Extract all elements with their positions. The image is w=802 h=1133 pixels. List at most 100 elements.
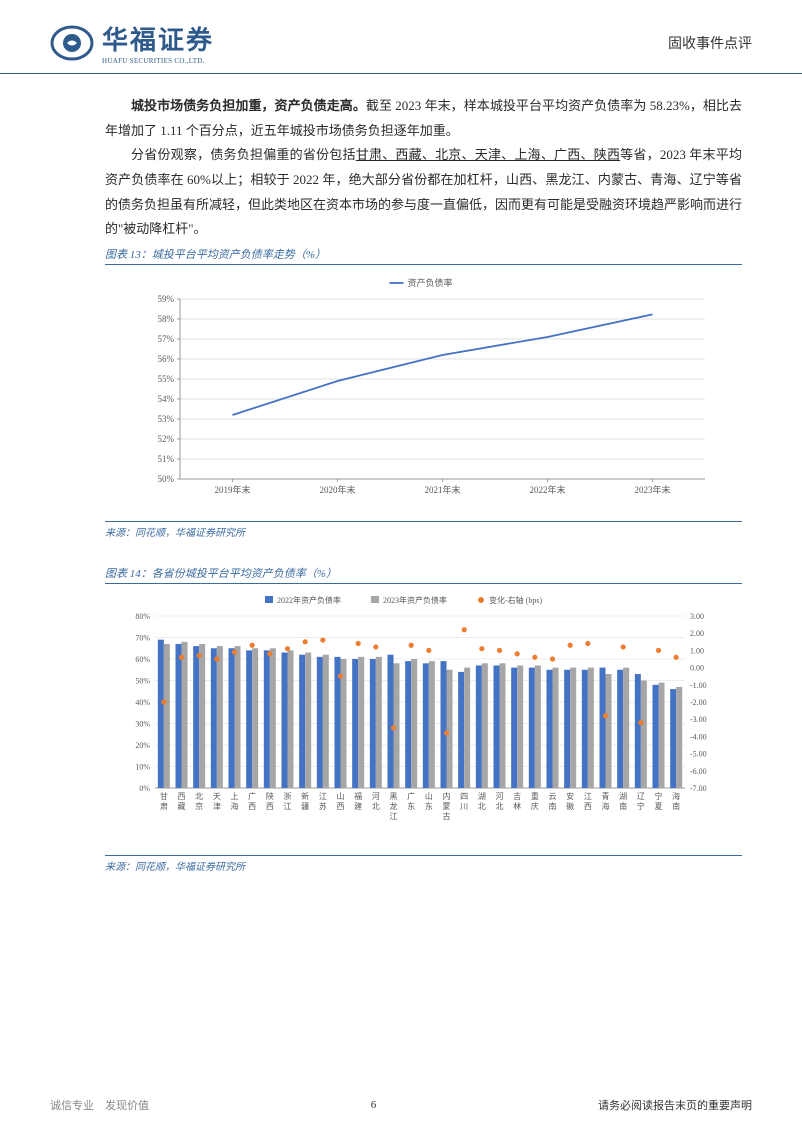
svg-text:北: 北 bbox=[496, 802, 504, 811]
svg-text:广: 广 bbox=[407, 791, 415, 801]
chart13-source: 来源：同花顺，华福证券研究所 bbox=[105, 521, 742, 539]
svg-text:疆: 疆 bbox=[301, 802, 309, 811]
svg-text:2.00: 2.00 bbox=[690, 629, 704, 638]
svg-text:蒙: 蒙 bbox=[443, 801, 451, 811]
svg-text:56%: 56% bbox=[158, 354, 175, 364]
svg-text:2019年末: 2019年末 bbox=[214, 484, 250, 495]
svg-text:南: 南 bbox=[672, 801, 680, 811]
svg-text:南: 南 bbox=[619, 801, 627, 811]
header: 华福证券 HUAFU SECURITIES CO.,LTD. 固收事件点评 bbox=[0, 0, 802, 74]
logo-block: 华福证券 HUAFU SECURITIES CO.,LTD. bbox=[50, 20, 214, 65]
chart13-container: 50%51%52%53%54%55%56%57%58%59%2019年末2020… bbox=[105, 269, 742, 509]
svg-text:林: 林 bbox=[513, 801, 521, 811]
svg-text:肃: 肃 bbox=[160, 801, 168, 811]
svg-text:3.00: 3.00 bbox=[690, 612, 704, 621]
svg-text:北: 北 bbox=[478, 802, 486, 811]
svg-text:北: 北 bbox=[195, 792, 203, 801]
svg-text:江: 江 bbox=[584, 792, 592, 801]
svg-text:-3.00: -3.00 bbox=[690, 715, 707, 724]
svg-text:夏: 夏 bbox=[655, 802, 663, 811]
chart14-source: 来源：同花顺，华福证券研究所 bbox=[105, 855, 742, 873]
svg-text:安: 安 bbox=[566, 791, 574, 801]
svg-text:53%: 53% bbox=[158, 414, 175, 424]
svg-text:吉: 吉 bbox=[513, 792, 521, 801]
svg-text:-4.00: -4.00 bbox=[690, 733, 707, 742]
svg-text:40%: 40% bbox=[135, 698, 150, 707]
svg-text:50%: 50% bbox=[135, 677, 150, 686]
svg-text:津: 津 bbox=[213, 801, 221, 811]
svg-text:50%: 50% bbox=[158, 474, 175, 484]
svg-text:-1.00: -1.00 bbox=[690, 681, 707, 690]
svg-text:东: 东 bbox=[407, 801, 415, 811]
chart14-svg: 0%10%20%30%40%50%60%70%80%-7.00-6.00-5.0… bbox=[105, 588, 725, 843]
svg-text:山: 山 bbox=[425, 791, 433, 801]
svg-text:青: 青 bbox=[602, 791, 610, 801]
svg-text:70%: 70% bbox=[135, 634, 150, 643]
svg-text:南: 南 bbox=[549, 801, 557, 811]
svg-text:10%: 10% bbox=[135, 763, 150, 772]
svg-text:1.00: 1.00 bbox=[690, 647, 704, 656]
svg-text:海: 海 bbox=[602, 801, 610, 811]
content: 城投市场债务负担加重，资产负债走高。截至 2023 年末，样本城投平台平均资产负… bbox=[0, 74, 802, 873]
svg-text:湖: 湖 bbox=[619, 792, 627, 801]
logo-icon bbox=[50, 21, 94, 65]
svg-text:云: 云 bbox=[549, 792, 557, 801]
svg-text:甘: 甘 bbox=[160, 791, 168, 801]
svg-text:山: 山 bbox=[337, 791, 345, 801]
footer: 诚信专业 发现价值 6 请务必阅读报告末页的重要声明 bbox=[50, 1097, 752, 1113]
chart14-container: 0%10%20%30%40%50%60%70%80%-7.00-6.00-5.0… bbox=[105, 588, 742, 843]
svg-text:庆: 庆 bbox=[531, 801, 539, 811]
svg-text:54%: 54% bbox=[158, 394, 175, 404]
svg-text:宁: 宁 bbox=[655, 791, 663, 801]
svg-text:川: 川 bbox=[460, 802, 468, 811]
footer-left: 诚信专业 发现价值 bbox=[50, 1097, 149, 1113]
svg-text:辽: 辽 bbox=[637, 792, 645, 801]
svg-text:80%: 80% bbox=[135, 612, 150, 621]
svg-text:西: 西 bbox=[178, 792, 186, 801]
company-name-cn: 华福证券 bbox=[102, 20, 214, 57]
chart13-title: 图表 13：城投平台平均资产负债率走势（%） bbox=[105, 246, 742, 265]
svg-text:内: 内 bbox=[443, 791, 451, 801]
svg-text:东: 东 bbox=[425, 801, 433, 811]
svg-text:2022年末: 2022年末 bbox=[529, 484, 565, 495]
svg-text:-6.00: -6.00 bbox=[690, 767, 707, 776]
svg-text:2022年资产负债率: 2022年资产负债率 bbox=[277, 595, 341, 605]
svg-text:江: 江 bbox=[390, 812, 398, 821]
svg-text:黑: 黑 bbox=[390, 792, 398, 801]
svg-text:西: 西 bbox=[337, 802, 345, 811]
chart13-svg: 50%51%52%53%54%55%56%57%58%59%2019年末2020… bbox=[105, 269, 725, 509]
svg-text:西: 西 bbox=[248, 802, 256, 811]
svg-text:资产负债率: 资产负债率 bbox=[408, 277, 453, 288]
svg-text:广: 广 bbox=[248, 791, 256, 801]
svg-text:58%: 58% bbox=[158, 314, 175, 324]
svg-text:20%: 20% bbox=[135, 741, 150, 750]
svg-text:西: 西 bbox=[584, 802, 592, 811]
p2-underline: 甘肃、西藏、北京、天津、上海、广西、陕西 bbox=[356, 147, 620, 162]
svg-text:湖: 湖 bbox=[478, 792, 486, 801]
svg-text:北: 北 bbox=[372, 802, 380, 811]
svg-text:天: 天 bbox=[213, 792, 221, 801]
svg-text:古: 古 bbox=[443, 811, 451, 821]
svg-text:福: 福 bbox=[354, 792, 362, 801]
svg-text:新: 新 bbox=[301, 791, 309, 801]
svg-text:西: 西 bbox=[266, 802, 274, 811]
svg-text:苏: 苏 bbox=[319, 801, 327, 811]
svg-text:徽: 徽 bbox=[566, 801, 574, 811]
svg-text:2020年末: 2020年末 bbox=[319, 484, 355, 495]
svg-text:52%: 52% bbox=[158, 434, 175, 444]
company-name-en: HUAFU SECURITIES CO.,LTD. bbox=[102, 57, 214, 65]
svg-text:51%: 51% bbox=[158, 454, 175, 464]
svg-text:重: 重 bbox=[531, 791, 539, 801]
svg-text:2021年末: 2021年末 bbox=[424, 484, 460, 495]
body-text: 城投市场债务负担加重，资产负债走高。截至 2023 年末，样本城投平台平均资产负… bbox=[105, 94, 742, 242]
svg-text:河: 河 bbox=[372, 791, 380, 801]
svg-text:-7.00: -7.00 bbox=[690, 784, 707, 793]
svg-text:建: 建 bbox=[354, 801, 362, 811]
svg-text:龙: 龙 bbox=[390, 801, 398, 811]
svg-text:2023年末: 2023年末 bbox=[634, 484, 670, 495]
svg-text:江: 江 bbox=[319, 792, 327, 801]
page-number: 6 bbox=[371, 1099, 377, 1111]
svg-text:变化-右轴 (bps): 变化-右轴 (bps) bbox=[489, 595, 542, 605]
p2-a: 分省份观察，债务负担偏重的省份包括 bbox=[131, 147, 356, 162]
svg-text:0%: 0% bbox=[139, 784, 150, 793]
